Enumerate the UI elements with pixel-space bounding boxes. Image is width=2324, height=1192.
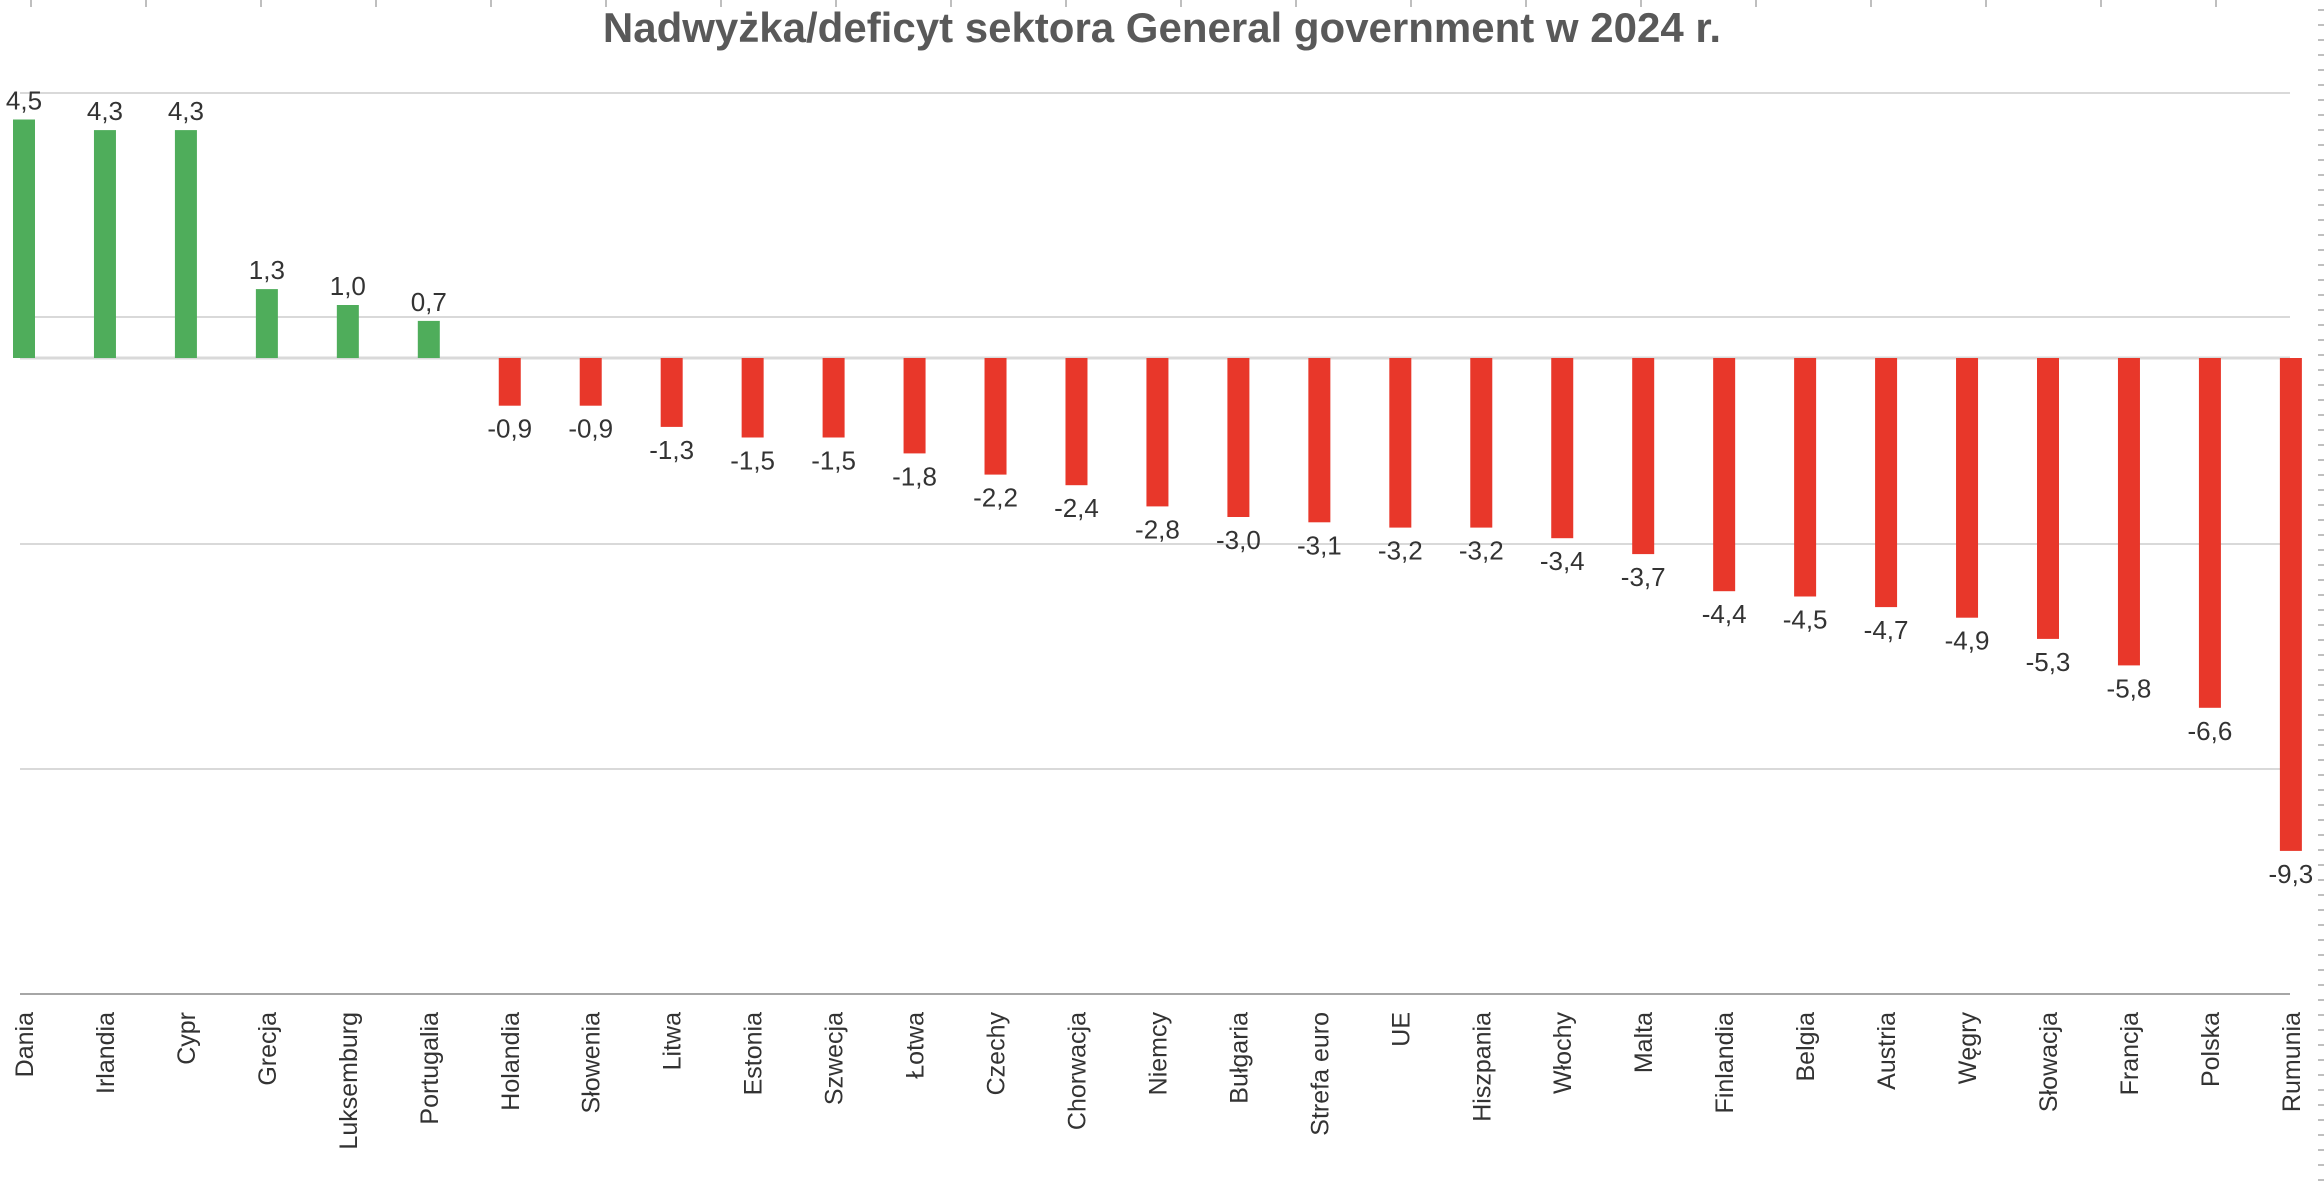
category-label: Dania — [11, 1012, 39, 1077]
data-label: 1,0 — [330, 271, 366, 301]
bar-Bułgaria — [1227, 358, 1250, 517]
bar-Malta — [1632, 358, 1655, 555]
category-label: Malta — [1630, 1012, 1658, 1073]
data-label: 4,3 — [87, 96, 123, 126]
category-label: Słowenia — [578, 1012, 606, 1114]
bar-Estonia — [741, 358, 764, 438]
data-label: -2,2 — [973, 483, 1018, 513]
category-label: Łotwa — [902, 1012, 930, 1079]
category-label: Polska — [2197, 1012, 2225, 1087]
bar-Czechy — [984, 358, 1007, 475]
category-label: Hiszpania — [1468, 1012, 1496, 1122]
data-label: -5,8 — [2107, 673, 2152, 703]
category-label: Irlandia — [92, 1012, 120, 1094]
data-label: -3,1 — [1297, 530, 1342, 560]
bar-Węgry — [1956, 358, 1979, 618]
data-label: -4,9 — [1945, 626, 1990, 656]
data-label: -5,3 — [2026, 647, 2071, 677]
category-label: Austria — [1873, 1012, 1901, 1090]
bar-Irlandia — [93, 130, 116, 358]
category-label: Węgry — [1954, 1012, 1982, 1085]
bar-Polska — [2198, 358, 2221, 708]
bar-Finlandia — [1713, 358, 1736, 592]
bar-Francja — [2117, 358, 2140, 666]
category-label: Strefa euro — [1306, 1012, 1334, 1136]
category-label: Portugalia — [416, 1012, 444, 1125]
data-label: 4,3 — [168, 96, 204, 126]
bar-Cypr — [174, 130, 197, 358]
bar-Dania — [13, 119, 35, 358]
chart-title: Nadwyżka/deficyt sektora General governm… — [602, 4, 1722, 51]
bar-Niemcy — [1146, 358, 1169, 507]
category-label: Estonia — [740, 1012, 768, 1095]
bar-Grecja — [255, 289, 278, 358]
data-label: -6,6 — [2188, 716, 2233, 746]
category-label: Finlandia — [1711, 1012, 1739, 1114]
category-label: UE — [1387, 1012, 1415, 1047]
data-label: -3,7 — [1621, 562, 1666, 592]
bar-Rumunia — [2279, 358, 2302, 851]
data-label: -2,8 — [1135, 514, 1180, 544]
bar-Słowacja — [2037, 358, 2059, 639]
data-label: -9,3 — [2268, 859, 2313, 889]
category-label: Cypr — [173, 1012, 201, 1065]
bar-Belgia — [1794, 358, 1817, 597]
bar-Luksemburg — [336, 305, 359, 358]
data-label: -1,3 — [649, 435, 694, 465]
bar-Holandia — [498, 358, 521, 406]
category-label: Czechy — [983, 1012, 1011, 1096]
data-label: 1,3 — [249, 255, 285, 285]
bar-Słowenia — [579, 358, 602, 406]
data-label: -3,2 — [1378, 536, 1423, 566]
data-label: -0,9 — [487, 414, 532, 444]
category-label: Chorwacja — [1063, 1012, 1091, 1130]
bar-UE — [1389, 358, 1412, 528]
data-label: -1,8 — [892, 461, 937, 491]
data-label: -4,5 — [1783, 605, 1828, 635]
category-label: Szwecja — [821, 1012, 849, 1105]
data-label: -1,5 — [811, 446, 856, 476]
data-label: -4,4 — [1702, 599, 1747, 629]
category-label: Holandia — [497, 1012, 525, 1111]
data-label: -2,4 — [1054, 493, 1099, 523]
category-label: Słowacja — [2035, 1012, 2063, 1112]
category-label: Niemcy — [1144, 1012, 1172, 1096]
data-label: -3,2 — [1459, 536, 1504, 566]
category-label: Litwa — [659, 1012, 687, 1070]
category-label: Rumunia — [2278, 1012, 2306, 1112]
data-label: -4,7 — [1864, 615, 1909, 645]
category-label: Luksemburg — [335, 1012, 363, 1150]
bar-Portugalia — [417, 320, 440, 358]
bar-Łotwa — [903, 358, 926, 454]
bar-Litwa — [660, 358, 683, 427]
bar-Chorwacja — [1065, 358, 1088, 486]
bar-Hiszpania — [1470, 358, 1493, 528]
category-label: Francja — [2116, 1012, 2144, 1095]
data-label: 0,7 — [411, 287, 447, 317]
category-label: Belgia — [1792, 1012, 1820, 1082]
bar-Szwecja — [822, 358, 845, 438]
bar-Austria — [1875, 358, 1898, 608]
category-label: Bułgaria — [1225, 1012, 1253, 1104]
bar-Włochy — [1551, 358, 1574, 539]
category-label: Włochy — [1549, 1012, 1577, 1094]
data-label: -3,0 — [1216, 525, 1261, 555]
data-label: 4,5 — [6, 86, 42, 116]
data-label: -0,9 — [568, 414, 613, 444]
data-label: -3,4 — [1540, 546, 1585, 576]
category-label: Grecja — [254, 1012, 282, 1086]
bar-Strefa euro — [1308, 358, 1331, 523]
data-label: -1,5 — [730, 446, 775, 476]
